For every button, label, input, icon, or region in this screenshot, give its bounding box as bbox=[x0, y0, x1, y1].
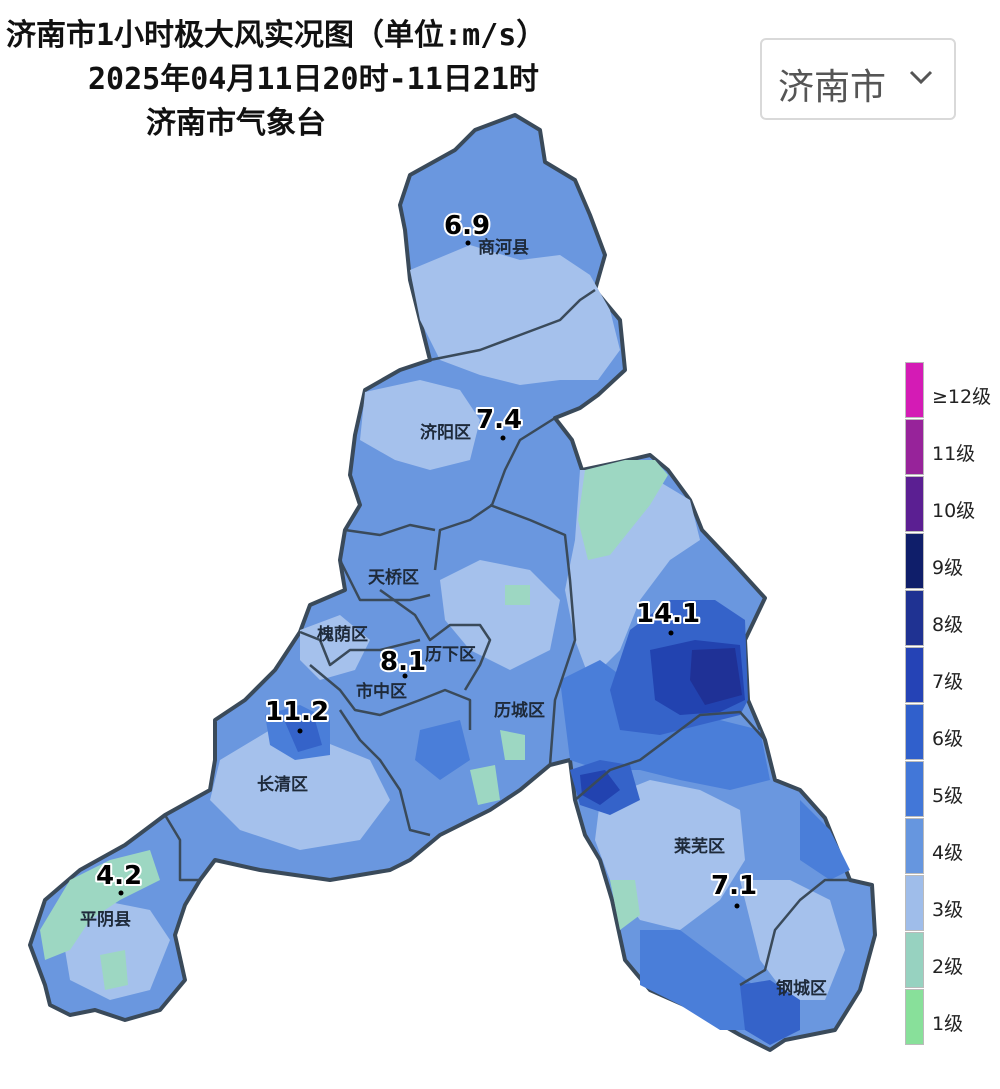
district-label-huaiyin: 槐荫区 bbox=[316, 624, 368, 645]
region-select-value: 济南市 bbox=[778, 67, 887, 108]
wind-reading-jiyang: 7.4 bbox=[476, 405, 522, 435]
district-boundaries bbox=[163, 288, 850, 987]
region-select[interactable]: 济南市 bbox=[760, 38, 956, 120]
legend-label: 5级 bbox=[932, 785, 964, 807]
wind-level-legend: ≥12级 11级 10级 9级 8级 7级 6级 5级 4级 3级 2级 1级 bbox=[905, 362, 997, 1046]
legend-swatch bbox=[905, 647, 924, 703]
level-2-zones bbox=[40, 460, 668, 990]
legend-label: 3级 bbox=[932, 899, 964, 921]
legend-swatch bbox=[905, 590, 924, 646]
district-label-lixia: 历下区 bbox=[425, 645, 476, 665]
legend-item: 1级 bbox=[905, 989, 997, 1046]
legend-swatch bbox=[905, 761, 924, 817]
district-label-laiwu: 莱芜区 bbox=[674, 836, 725, 857]
legend-item: 11级 bbox=[905, 419, 997, 476]
legend-item: 3级 bbox=[905, 875, 997, 932]
legend-swatch bbox=[905, 419, 924, 475]
legend-label: 1级 bbox=[932, 1013, 964, 1035]
legend-swatch bbox=[905, 875, 924, 931]
legend-label: ≥12级 bbox=[932, 386, 992, 408]
district-label-changqing: 长清区 bbox=[257, 774, 308, 795]
legend-swatch bbox=[905, 533, 924, 589]
chevron-down-icon bbox=[906, 62, 936, 96]
legend-label: 11级 bbox=[932, 443, 976, 465]
district-label-licheng: 历城区 bbox=[494, 701, 545, 721]
legend-label: 6级 bbox=[932, 728, 964, 750]
legend-item: 6级 bbox=[905, 704, 997, 761]
wind-reading-shanghe: 6.9 bbox=[444, 211, 490, 241]
title-time-range: 2025年04月11日20时-11日21时 bbox=[88, 62, 539, 97]
legend-label: 2级 bbox=[932, 956, 964, 978]
district-label-jiyang: 济阳区 bbox=[420, 422, 471, 443]
legend-item: 9级 bbox=[905, 533, 997, 590]
wind-reading-pingyin: 4.2 bbox=[96, 861, 142, 891]
legend-label: 4级 bbox=[932, 842, 964, 864]
legend-item: 7级 bbox=[905, 647, 997, 704]
legend-label: 7级 bbox=[932, 671, 964, 693]
legend-swatch bbox=[905, 704, 924, 760]
district-label-tianqiao: 天桥区 bbox=[368, 568, 419, 588]
title-issuer: 济南市气象台 bbox=[146, 106, 326, 141]
legend-label: 9级 bbox=[932, 557, 964, 579]
legend-label: 8级 bbox=[932, 614, 964, 636]
district-label-gangcheng: 钢城区 bbox=[776, 978, 827, 999]
legend-swatch bbox=[905, 476, 924, 532]
wind-reading-zhangqiu: 14.1 bbox=[636, 599, 700, 629]
legend-item: 4级 bbox=[905, 818, 997, 875]
legend-swatch bbox=[905, 818, 924, 874]
legend-swatch bbox=[905, 932, 924, 988]
legend-item: 10级 bbox=[905, 476, 997, 533]
station-dots bbox=[118, 240, 740, 909]
wind-reading-laiwu: 7.1 bbox=[711, 871, 757, 901]
district-label-pingyin: 平阴县 bbox=[80, 910, 131, 930]
legend-item: 2级 bbox=[905, 932, 997, 989]
wind-reading-changqing: 11.2 bbox=[265, 697, 329, 727]
title-line-1: 济南市1小时极大风实况图（单位:m/s） bbox=[6, 18, 547, 53]
legend-item: 8级 bbox=[905, 590, 997, 647]
legend-item: 5级 bbox=[905, 761, 997, 818]
legend-item: ≥12级 bbox=[905, 362, 997, 419]
level-8-zones bbox=[690, 648, 742, 705]
legend-swatch bbox=[905, 989, 924, 1045]
legend-label: 10级 bbox=[932, 500, 976, 522]
legend-swatch bbox=[905, 362, 924, 418]
district-label-shizhong: 市中区 bbox=[356, 681, 407, 702]
wind-reading-city: 8.1 bbox=[380, 647, 426, 677]
map-title: 济南市1小时极大风实况图（单位:m/s） 2025年04月11日20时-11日2… bbox=[6, 14, 706, 146]
district-label-shanghe: 商河县 bbox=[478, 237, 529, 258]
